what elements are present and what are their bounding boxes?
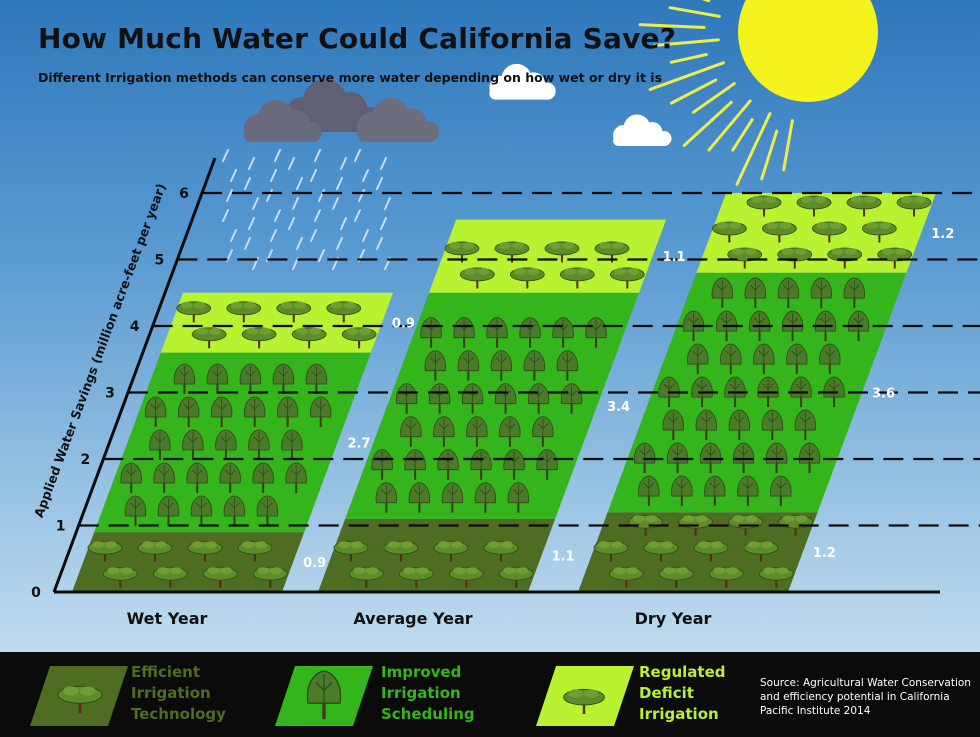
y-tick-label: 2 xyxy=(80,452,90,468)
legend-label-efficient: Efficient Irrigation Technology xyxy=(131,663,226,723)
legend-label-scheduling: Improved Irrigation Scheduling xyxy=(381,663,475,723)
x-category-label: Average Year xyxy=(353,609,472,628)
rain-cloud-icon xyxy=(222,79,440,270)
y-tick-label: 3 xyxy=(105,386,115,402)
bar-segment xyxy=(429,219,667,293)
x-category-labels: Wet Year Average Year Dry Year xyxy=(127,609,712,628)
legend-swatch-deficit xyxy=(536,666,634,726)
value-label: 1.1 xyxy=(552,549,575,564)
value-label: 2.7 xyxy=(348,436,371,451)
x-category-label: Dry Year xyxy=(635,609,712,628)
axes xyxy=(52,157,940,594)
y-axis xyxy=(52,157,217,593)
x-category-label: Wet Year xyxy=(127,609,208,628)
y-tick-label: 1 xyxy=(56,519,66,535)
legend: Efficient Irrigation Technology Improved… xyxy=(0,652,980,737)
value-label: 1.1 xyxy=(663,250,686,265)
value-label: 0.9 xyxy=(392,317,415,332)
sun-icon xyxy=(638,0,878,186)
value-label: 1.2 xyxy=(931,227,954,242)
y-tick-label: 6 xyxy=(179,186,189,202)
decorations xyxy=(222,0,878,270)
bar-segment xyxy=(318,518,556,592)
gridlines xyxy=(78,191,980,527)
y-tick-label: 4 xyxy=(130,319,140,335)
value-label: 3.6 xyxy=(872,387,895,402)
source-note: Source: Agricultural Water Conservation … xyxy=(760,677,971,717)
legend-swatch-efficient xyxy=(30,666,128,726)
y-tick-label: 0 xyxy=(31,585,41,601)
value-label: 3.4 xyxy=(607,400,630,415)
y-tick-labels: 0 1 2 3 4 5 6 xyxy=(31,186,189,601)
value-label: 1.2 xyxy=(813,546,836,561)
y-tick-label: 5 xyxy=(154,253,164,269)
value-labels: 0.9 2.7 0.9 1.1 3.4 1.1 1.2 3.6 1.2 xyxy=(303,227,954,571)
value-label: 0.9 xyxy=(303,556,326,571)
legend-label-deficit: Regulated Deficit Irrigation xyxy=(639,663,726,723)
legend-swatch-scheduling xyxy=(275,666,373,726)
bars xyxy=(72,193,937,592)
page-title: How Much Water Could California Save? xyxy=(38,22,677,55)
page-subtitle: Different Irrigation methods can conserv… xyxy=(38,70,663,85)
